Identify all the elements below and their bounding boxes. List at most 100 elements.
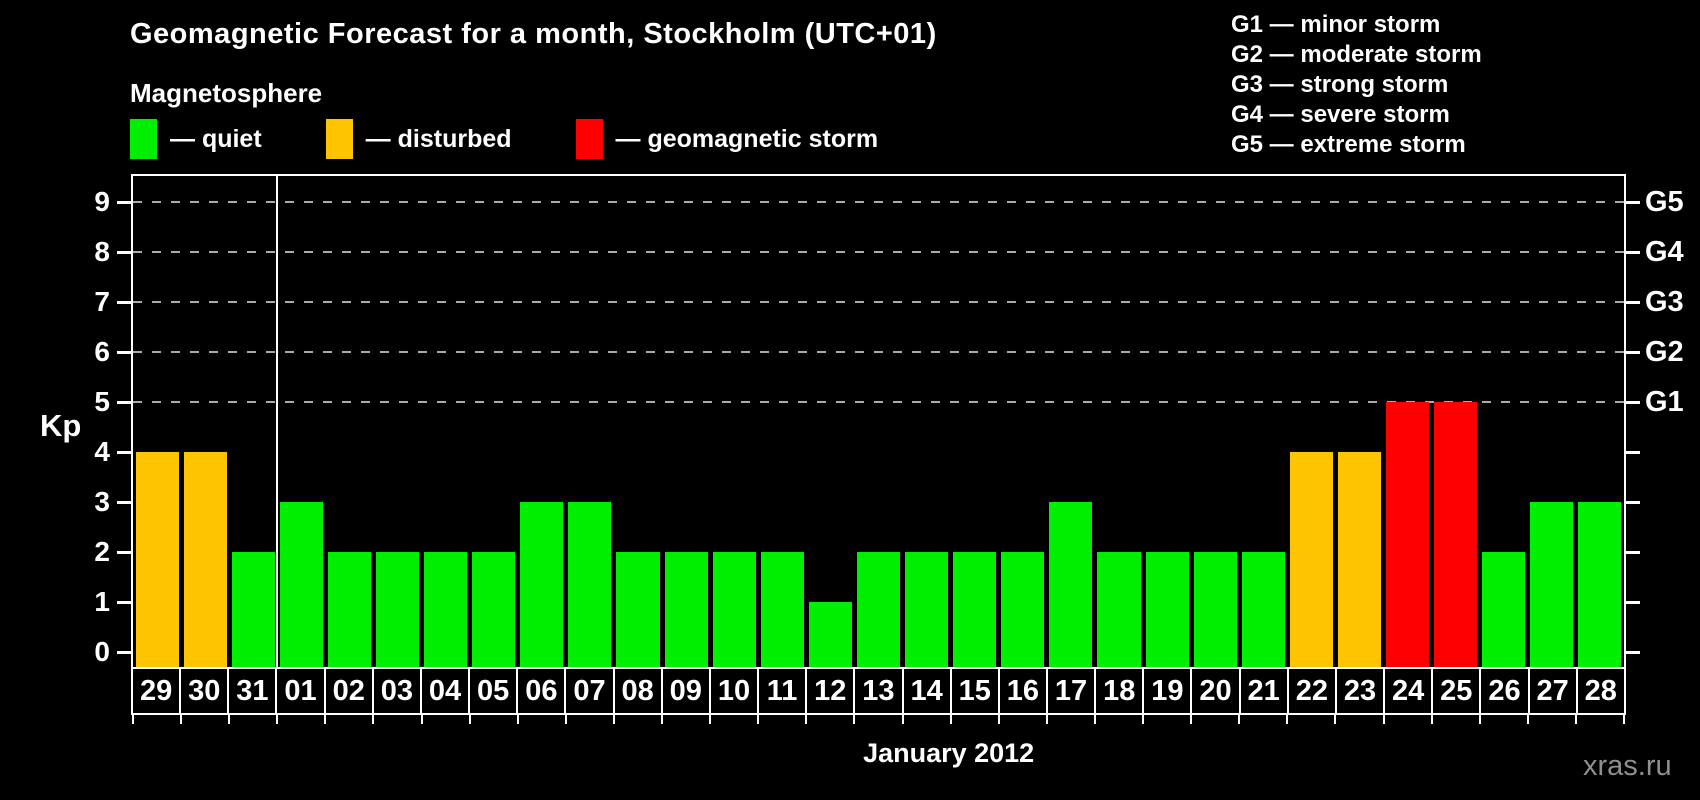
kp-bar-day-06: [520, 502, 564, 667]
y-axis-title: Kp: [40, 408, 82, 443]
x-axis-title: January 2012: [863, 738, 1035, 768]
y-tick-label-9: 9: [94, 186, 110, 217]
day-label-20: 20: [1190, 667, 1241, 715]
day-boundary-tick: [853, 715, 856, 724]
day-label-06: 06: [516, 667, 567, 715]
day-boundary-tick: [516, 715, 519, 724]
left-axis-tick-2: [117, 551, 131, 554]
kp-bar-day-03: [375, 552, 420, 667]
day-label-07: 07: [564, 667, 615, 715]
y-tick-label-0: 0: [94, 636, 110, 667]
day-label-01: 01: [275, 667, 326, 715]
right-axis-tick-1: [1626, 601, 1640, 604]
day-boundary-tick: [1334, 715, 1337, 724]
gridline-kp5: [133, 401, 1624, 403]
day-boundary-tick: [132, 715, 134, 724]
day-boundary-tick: [757, 715, 760, 724]
gridline-kp6: [133, 351, 1624, 353]
g-scale-legend-line: G3 — strong storm: [1231, 71, 1449, 98]
kp-bar-day-09: [664, 552, 708, 667]
disturbed-color-swatch: [325, 119, 353, 159]
plot-area: [131, 174, 1626, 667]
y-tick-label-6: 6: [94, 336, 110, 367]
magnetosphere-label: Magnetosphere: [130, 78, 323, 108]
day-boundary-tick: [228, 715, 231, 724]
day-label-08: 08: [612, 667, 663, 715]
y-tick-label-7: 7: [94, 286, 110, 317]
kp-bar-day-14: [905, 552, 949, 667]
magnetosphere-legend: — quiet — disturbed — geomagnetic storm: [130, 119, 878, 159]
kp-bar-day-01: [279, 502, 323, 667]
right-axis-tick-2: [1626, 551, 1640, 554]
right-axis-tick-0: [1626, 651, 1640, 654]
left-axis-tick-5: [117, 401, 131, 404]
legend-item-disturbed: — disturbed: [325, 119, 512, 159]
legend-item-quiet: — quiet: [130, 119, 262, 159]
day-label-31: 31: [227, 667, 278, 715]
left-axis-tick-4: [117, 451, 131, 454]
day-boundary-tick: [1238, 715, 1241, 724]
g-scale-legend: G1 — minor storm G2 — moderate storm G3 …: [1231, 10, 1482, 160]
kp-bar-day-02: [327, 552, 371, 667]
day-label-04: 04: [419, 667, 471, 715]
storm-color-swatch: [575, 119, 603, 159]
day-label-26: 26: [1479, 667, 1530, 715]
day-boundary-tick: [1478, 715, 1481, 724]
day-boundary-tick: [1190, 715, 1193, 724]
month-separator: [276, 176, 279, 667]
kp-bar-day-27: [1530, 502, 1574, 667]
day-boundary-tick: [1286, 715, 1289, 724]
day-boundary-tick: [1045, 715, 1048, 724]
kp-bar-day-16: [1001, 552, 1045, 667]
day-label-18: 18: [1094, 667, 1145, 715]
left-axis-tick-0: [117, 651, 131, 654]
quiet-color-swatch: [130, 119, 157, 159]
day-label-11: 11: [757, 667, 808, 715]
y-tick-label-8: 8: [94, 236, 110, 267]
day-boundary-tick: [372, 715, 375, 724]
chart-title: Geomagnetic Forecast for a month, Stockh…: [130, 18, 937, 50]
day-boundary-tick: [1430, 715, 1433, 724]
y-tick-label-5: 5: [94, 386, 110, 417]
watermark: xras.ru: [1583, 750, 1672, 782]
kp-bar-day-19: [1145, 552, 1189, 667]
kp-bar-day-10: [712, 552, 756, 667]
day-label-28: 28: [1575, 667, 1626, 715]
day-label-09: 09: [660, 667, 711, 715]
kp-bar-day-29: [135, 452, 179, 667]
day-label-29: 29: [131, 667, 182, 715]
g-level-label-g3: G3: [1645, 286, 1684, 318]
x-axis-day-labels: 29 30 31 01 02 03 04 05 06 07 08 09 10 11 12 13 14 15 16 17…: [131, 667, 1626, 715]
kp-bar-day-18: [1097, 552, 1141, 667]
day-label-13: 13: [853, 667, 904, 715]
day-boundary-tick: [661, 715, 664, 724]
left-axis-tick-7: [117, 301, 131, 304]
left-axis-tick-6: [117, 351, 131, 354]
day-label-23: 23: [1334, 667, 1386, 715]
g-level-label-g2: G2: [1645, 336, 1684, 368]
g-scale-legend-line: G1 — minor storm: [1231, 11, 1441, 38]
kp-bar-day-30: [183, 452, 227, 667]
g-scale-legend-line: G2 — moderate storm: [1231, 41, 1482, 68]
right-axis-tick-8: [1626, 251, 1640, 254]
kp-bar-day-17: [1049, 502, 1093, 667]
kp-bar-day-04: [424, 552, 468, 667]
day-label-17: 17: [1045, 667, 1097, 715]
g-level-label-g5: G5: [1645, 186, 1684, 218]
kp-bar-day-08: [616, 552, 660, 667]
day-boundary-tick: [901, 715, 904, 724]
legend-label-disturbed: — disturbed: [365, 124, 512, 153]
day-boundary-tick: [709, 715, 712, 724]
y-tick-label-3: 3: [94, 486, 110, 517]
legend-label-quiet: — quiet: [170, 124, 262, 153]
kp-bar-day-15: [953, 552, 997, 667]
right-axis-tick-7: [1626, 301, 1640, 304]
g-scale-legend-line: G4 — severe storm: [1231, 101, 1450, 128]
y-tick-label-1: 1: [94, 586, 110, 617]
g-level-label-g4: G4: [1645, 236, 1684, 268]
day-label-22: 22: [1286, 667, 1337, 715]
kp-bar-day-28: [1578, 502, 1622, 667]
kp-bar-day-24: [1386, 402, 1430, 667]
kp-bar-day-23: [1337, 452, 1381, 667]
kp-bar-day-12: [808, 602, 852, 667]
